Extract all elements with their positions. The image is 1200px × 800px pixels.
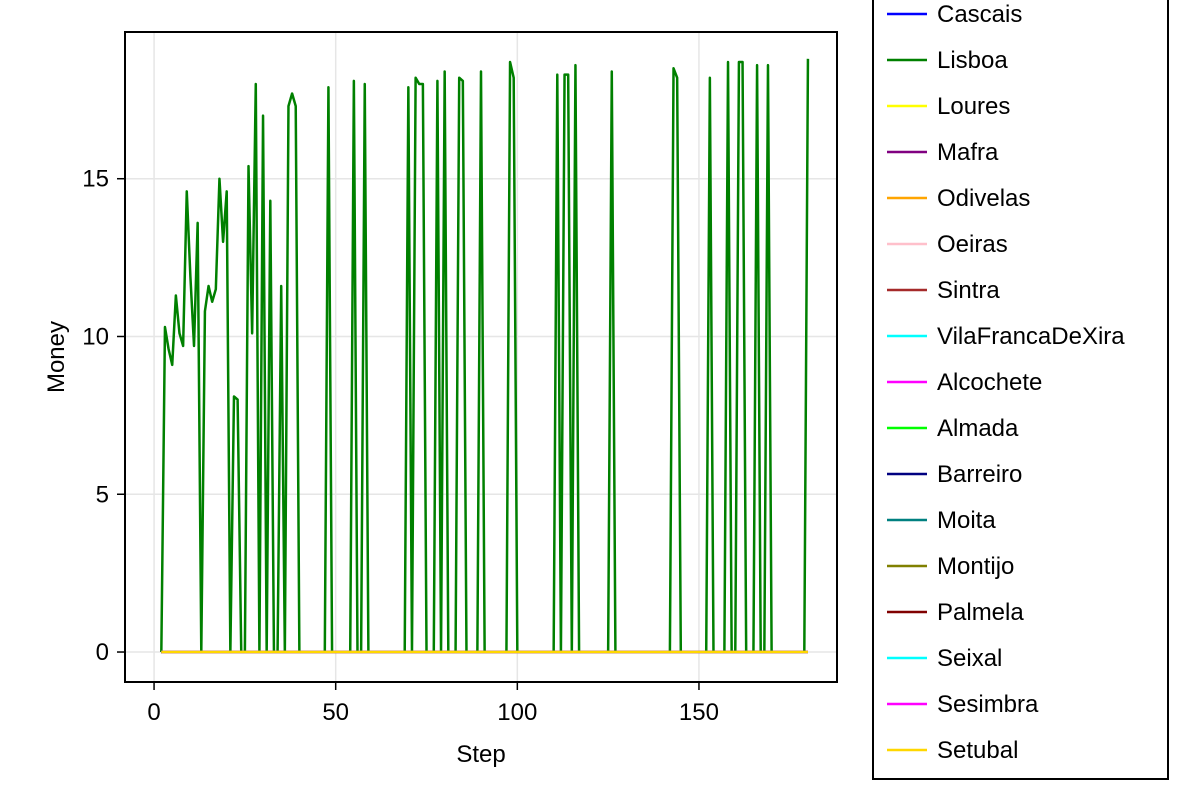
legend-item-loures: Loures [887,93,1010,120]
y-tick-label: 15 [82,166,109,193]
legend-item-mafra: Mafra [887,139,999,166]
legend-label: Palmela [937,599,1024,626]
legend-label: Odivelas [937,185,1030,212]
legend-label: Setubal [937,737,1018,764]
legend-label: Barreiro [937,461,1022,488]
legend-item-seixal: Seixal [887,645,1002,672]
legend-item-oeiras: Oeiras [887,231,1008,258]
legend-item-cascais: Cascais [887,1,1022,28]
legend-label: Seixal [937,645,1002,672]
legend-item-alcochete: Alcochete [887,369,1042,396]
series-lines [160,58,810,654]
legend-label: Almada [937,415,1019,442]
legend-item-almada: Almada [887,415,1019,442]
series-line-lisboa [160,58,810,654]
legend-item-odivelas: Odivelas [887,185,1030,212]
y-tick-label: 0 [96,639,109,666]
legend-label: Alcochete [937,369,1042,396]
plot-frame [124,31,838,683]
x-tick-label: 50 [322,699,349,726]
x-axis-label: Step [456,741,505,768]
x-tick-label: 0 [147,699,160,726]
x-tick-label: 150 [679,699,719,726]
legend-item-moita: Moita [887,507,996,534]
legend-item-montijo: Montijo [887,553,1014,580]
legend: Cascais Lisboa Loures Mafra Odivelas Oeiras Si… [872,0,1169,780]
x-tick-label: 100 [497,699,537,726]
legend-item-barreiro: Barreiro [887,461,1022,488]
legend-item-palmela: Palmela [887,599,1024,626]
legend-label: Sesimbra [937,691,1039,718]
legend-label: Cascais [937,1,1022,28]
legend-label: Loures [937,93,1010,120]
y-tick-label: 10 [82,323,109,350]
legend-item-lisboa: Lisboa [887,47,1008,74]
y-axis-label: Money [43,321,70,393]
legend-label: Mafra [937,139,999,166]
legend-item-sesimbra: Sesimbra [887,691,1039,718]
legend-box [872,0,1169,780]
legend-item-sintra: Sintra [887,277,1000,304]
legend-label: Lisboa [937,47,1008,74]
legend-label: Oeiras [937,231,1008,258]
legend-label: Montijo [937,553,1014,580]
legend-item-vilafrancadexira: VilaFrancaDeXira [887,323,1125,350]
x-axis-ticks: 0 50 100 150 [147,682,719,726]
y-tick-label: 5 [96,481,109,508]
legend-label: VilaFrancaDeXira [937,323,1125,350]
legend-item-setubal: Setubal [887,737,1018,764]
y-axis-ticks: 0 5 10 15 [82,166,125,666]
legend-label: Sintra [937,277,1000,304]
legend-label: Moita [937,507,996,534]
